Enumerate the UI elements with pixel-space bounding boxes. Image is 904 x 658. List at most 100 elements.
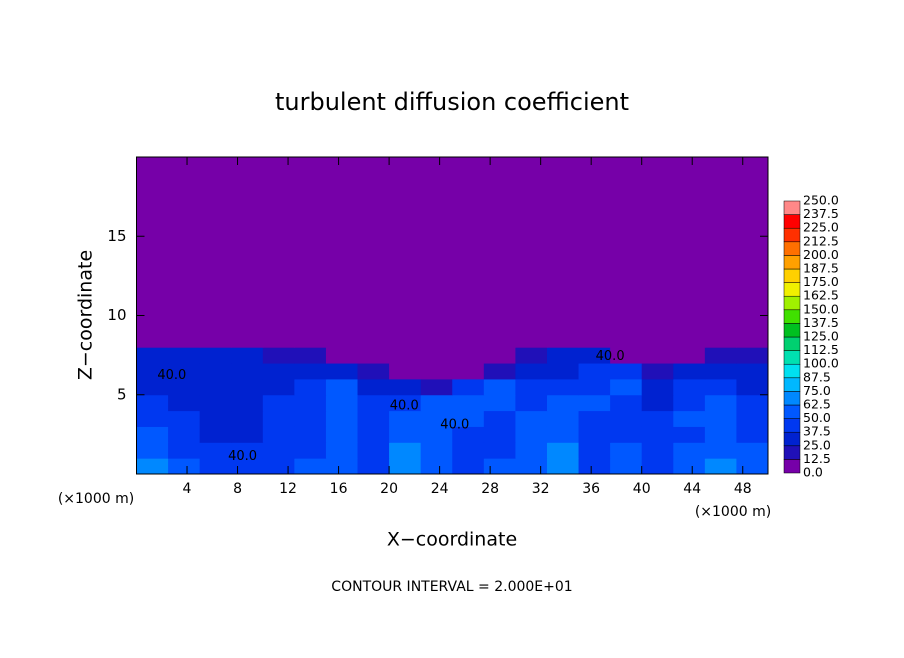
heat-cell	[610, 331, 643, 348]
colorbar-swatch	[783, 336, 801, 351]
x-tick-label: 8	[233, 481, 242, 497]
heat-cell	[641, 442, 674, 459]
heat-cell	[357, 442, 390, 459]
heat-cell	[673, 426, 706, 443]
heat-cell	[199, 426, 232, 443]
heat-cell	[231, 458, 264, 475]
x-tick-label: 48	[734, 481, 752, 497]
heat-cell	[199, 363, 232, 380]
heat-cell	[136, 442, 169, 459]
colorbar-tick-label: 237.5	[803, 206, 839, 221]
colorbar-tick-label: 187.5	[803, 261, 839, 276]
heat-cell	[515, 442, 548, 459]
heat-cell	[231, 378, 264, 396]
heat-cell	[136, 394, 169, 412]
heat-cell	[262, 442, 295, 459]
colorbar-swatch	[783, 200, 801, 215]
colorbar-tick-label: 212.5	[803, 233, 839, 248]
heat-cell	[389, 394, 422, 412]
heat-cell	[704, 426, 737, 443]
heat-cell	[168, 394, 201, 412]
heat-cell	[704, 458, 737, 475]
colorbar-tick-label: 137.5	[803, 315, 839, 330]
heat-cell	[610, 157, 643, 332]
heat-cell	[168, 458, 201, 475]
heat-cell	[704, 378, 737, 396]
heat-cell	[294, 426, 327, 443]
heat-cell	[673, 378, 706, 396]
heat-cell	[294, 157, 327, 332]
heat-cell	[325, 378, 359, 396]
colorbar-swatch	[783, 377, 801, 392]
x-tick-label: 24	[431, 481, 449, 497]
heat-cell	[136, 410, 169, 427]
colorbar-swatch	[783, 268, 801, 283]
heat-cell	[641, 363, 674, 380]
heat-cell	[420, 426, 453, 443]
heat-cell	[420, 331, 453, 348]
heat-cell	[168, 347, 201, 364]
colorbar-swatch	[783, 255, 801, 270]
x-tick-label: 12	[279, 481, 297, 497]
heat-cell	[736, 426, 769, 443]
colorbar-swatch	[783, 350, 801, 365]
heat-cell	[546, 378, 580, 396]
x-tick-label: 40	[633, 481, 651, 497]
heat-cell	[168, 331, 201, 348]
heat-cell	[641, 347, 674, 364]
heat-cell	[420, 442, 453, 459]
heat-cell	[578, 378, 611, 396]
heat-cell	[452, 442, 485, 459]
x-tick-label: 32	[532, 481, 550, 497]
x-tick-label: 20	[380, 481, 398, 497]
heat-cell	[704, 442, 737, 459]
colorbar-tick-label: 12.5	[803, 451, 831, 466]
heat-cell	[199, 458, 232, 475]
heat-cell	[673, 363, 706, 380]
colorbar-tick-label: 37.5	[803, 424, 831, 439]
heat-cell	[199, 378, 232, 396]
colorbar-tick-label: 25.0	[803, 437, 831, 452]
contour-label: 40.0	[390, 398, 419, 413]
heat-cell	[294, 458, 327, 475]
heat-cell	[452, 410, 485, 427]
heat-cell	[136, 347, 169, 364]
heat-cell	[641, 157, 674, 332]
x-tick-label: 28	[481, 481, 499, 497]
heat-cell	[704, 157, 737, 332]
colorbar-swatch	[783, 363, 801, 379]
heat-cell	[483, 458, 516, 475]
heat-cell	[483, 426, 516, 443]
heat-cell	[736, 378, 769, 396]
heat-cell	[736, 347, 769, 364]
heat-cell	[610, 410, 643, 427]
heat-cell	[325, 410, 359, 427]
heat-cell	[641, 378, 674, 396]
heat-cell	[546, 363, 580, 380]
y-axis-label: Z−coordinate	[75, 250, 97, 380]
heat-cell	[610, 426, 643, 443]
heat-cell	[704, 363, 737, 380]
colorbar-tick-label: 75.0	[803, 383, 831, 398]
heat-cell	[515, 157, 548, 332]
heat-cell	[294, 442, 327, 459]
heat-cell	[515, 331, 548, 348]
heat-cell	[673, 347, 706, 364]
heat-cell	[325, 331, 359, 348]
heat-cell	[546, 157, 580, 332]
heat-cell	[357, 331, 390, 348]
heat-cell	[136, 363, 169, 380]
heat-cell	[546, 331, 580, 348]
heat-cell	[578, 442, 611, 459]
heat-cell	[325, 442, 359, 459]
heat-cell	[262, 426, 295, 443]
heat-cell	[515, 378, 548, 396]
heat-cell	[294, 347, 327, 364]
y-tick-label: 5	[117, 385, 127, 403]
heat-cell	[483, 157, 516, 332]
heat-cell	[168, 442, 201, 459]
contour-label: 40.0	[440, 417, 469, 432]
colorbar-swatch	[783, 227, 801, 243]
heat-cell	[357, 394, 390, 412]
heat-cell	[199, 331, 232, 348]
